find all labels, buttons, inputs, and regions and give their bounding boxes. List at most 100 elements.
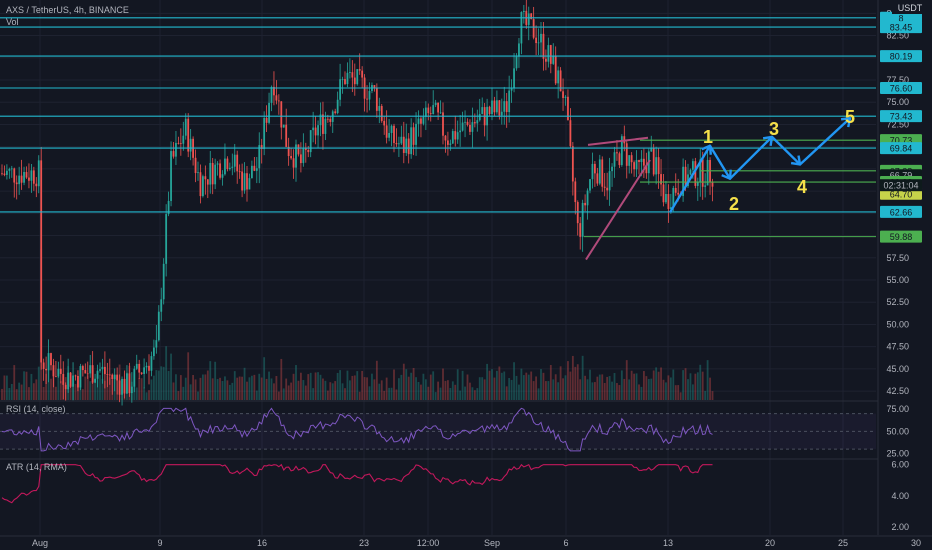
volume-bar bbox=[314, 372, 317, 400]
candle-body bbox=[424, 107, 427, 117]
volume-bar bbox=[623, 378, 626, 400]
volume-bar bbox=[687, 379, 689, 400]
volume-bar bbox=[91, 380, 94, 400]
volume-bar bbox=[331, 383, 334, 400]
volume-bar bbox=[616, 383, 618, 400]
volume-bar bbox=[35, 379, 38, 400]
candle-body bbox=[322, 114, 324, 134]
volume-bar bbox=[669, 377, 672, 400]
volume-bar bbox=[461, 370, 464, 400]
candle-body bbox=[62, 373, 65, 385]
volume-bar bbox=[594, 382, 596, 400]
candle-body bbox=[277, 100, 280, 102]
volume-bar bbox=[263, 357, 266, 400]
candle-body bbox=[268, 102, 270, 123]
candle-body bbox=[202, 176, 204, 197]
candle-body bbox=[650, 147, 653, 152]
volume-bar bbox=[319, 374, 322, 400]
candle-body bbox=[459, 130, 462, 133]
volume-bars bbox=[1, 248, 714, 400]
volume-bar bbox=[145, 392, 148, 400]
price-axis[interactable]: 85.0082.5080.0077.5075.0072.5070.0067.50… bbox=[877, 0, 932, 550]
candle-body bbox=[616, 152, 618, 154]
wave-arrowhead bbox=[721, 169, 732, 180]
volume-bar bbox=[684, 368, 687, 400]
candle-body bbox=[439, 112, 442, 114]
atr-title: ATR (14, RMA) bbox=[6, 462, 67, 472]
volume-bar bbox=[86, 375, 89, 400]
candle-body bbox=[545, 58, 547, 62]
candle-body bbox=[385, 125, 388, 138]
candle-body bbox=[633, 162, 635, 170]
candle-body bbox=[393, 125, 395, 144]
volume-bar bbox=[704, 390, 707, 400]
horizontal-levels[interactable] bbox=[0, 17, 876, 238]
candle-body bbox=[260, 145, 263, 150]
candle-body bbox=[81, 366, 84, 371]
volume-bar bbox=[706, 360, 709, 400]
candle-body bbox=[130, 386, 133, 394]
candle-body bbox=[150, 356, 153, 371]
volume-bar bbox=[380, 380, 383, 400]
volume-bar bbox=[630, 370, 633, 400]
volume-bar bbox=[285, 378, 288, 400]
volume-bar bbox=[50, 378, 52, 400]
currency-label: USDT bbox=[898, 3, 923, 13]
volume-bar bbox=[6, 375, 8, 400]
volume-bar bbox=[339, 370, 341, 400]
candle-body bbox=[564, 96, 567, 98]
time-tick-label: 23 bbox=[359, 538, 369, 548]
volume-bar bbox=[287, 385, 290, 400]
volume-bar bbox=[393, 369, 395, 400]
volume-bar bbox=[417, 381, 420, 400]
time-axis[interactable]: Aug 9 16 23 12:00 Sep 6 13 20 25 30 bbox=[0, 535, 932, 548]
candle-body bbox=[493, 100, 496, 113]
price-tag-label: 62.66 bbox=[890, 207, 913, 217]
candle-body bbox=[108, 374, 111, 376]
candle-body bbox=[611, 166, 613, 172]
volume-bar bbox=[385, 377, 388, 400]
candle-body bbox=[216, 163, 219, 165]
price-tag bbox=[880, 205, 922, 218]
volume-bar bbox=[415, 377, 417, 400]
volume-bar bbox=[23, 371, 25, 400]
time-tick-label: 6 bbox=[563, 538, 568, 548]
candle-body bbox=[358, 69, 361, 71]
volume-bar bbox=[177, 391, 180, 400]
candle-body bbox=[126, 373, 128, 394]
candle-body bbox=[496, 100, 498, 113]
time-tick-label: 30 bbox=[911, 538, 921, 548]
volume-bar bbox=[473, 390, 476, 400]
volume-bar bbox=[542, 372, 545, 400]
volume-bar bbox=[204, 374, 207, 400]
volume-bar bbox=[665, 382, 667, 400]
candle-body bbox=[341, 79, 344, 80]
candle-body bbox=[444, 135, 447, 141]
trend-line bbox=[585, 159, 651, 261]
candle-body bbox=[116, 374, 119, 381]
rsi-title: RSI (14, close) bbox=[6, 404, 66, 414]
volume-bar bbox=[505, 386, 508, 400]
candle-body bbox=[684, 166, 687, 187]
volume-bar bbox=[444, 380, 447, 400]
candle-body bbox=[613, 152, 616, 167]
candle-body bbox=[209, 162, 212, 185]
candle-body bbox=[692, 161, 694, 170]
wave-drawings[interactable]: 1 2 3 4 5 bbox=[585, 107, 855, 261]
candle-body bbox=[706, 159, 709, 186]
volume-bar bbox=[434, 392, 437, 400]
volume-bar bbox=[483, 379, 486, 400]
candle-body bbox=[640, 158, 643, 162]
candle-body bbox=[133, 368, 136, 387]
volume-bar bbox=[216, 379, 219, 400]
price-tick-label: 82.50 bbox=[886, 31, 909, 41]
volume-bar bbox=[18, 382, 21, 400]
candle-body bbox=[388, 132, 390, 138]
volume-bar bbox=[701, 371, 704, 400]
candle-body bbox=[620, 136, 623, 166]
volume-bar bbox=[366, 377, 368, 400]
volume-bar bbox=[662, 379, 665, 400]
volume-bar bbox=[647, 378, 650, 400]
volume-bar bbox=[268, 371, 270, 400]
